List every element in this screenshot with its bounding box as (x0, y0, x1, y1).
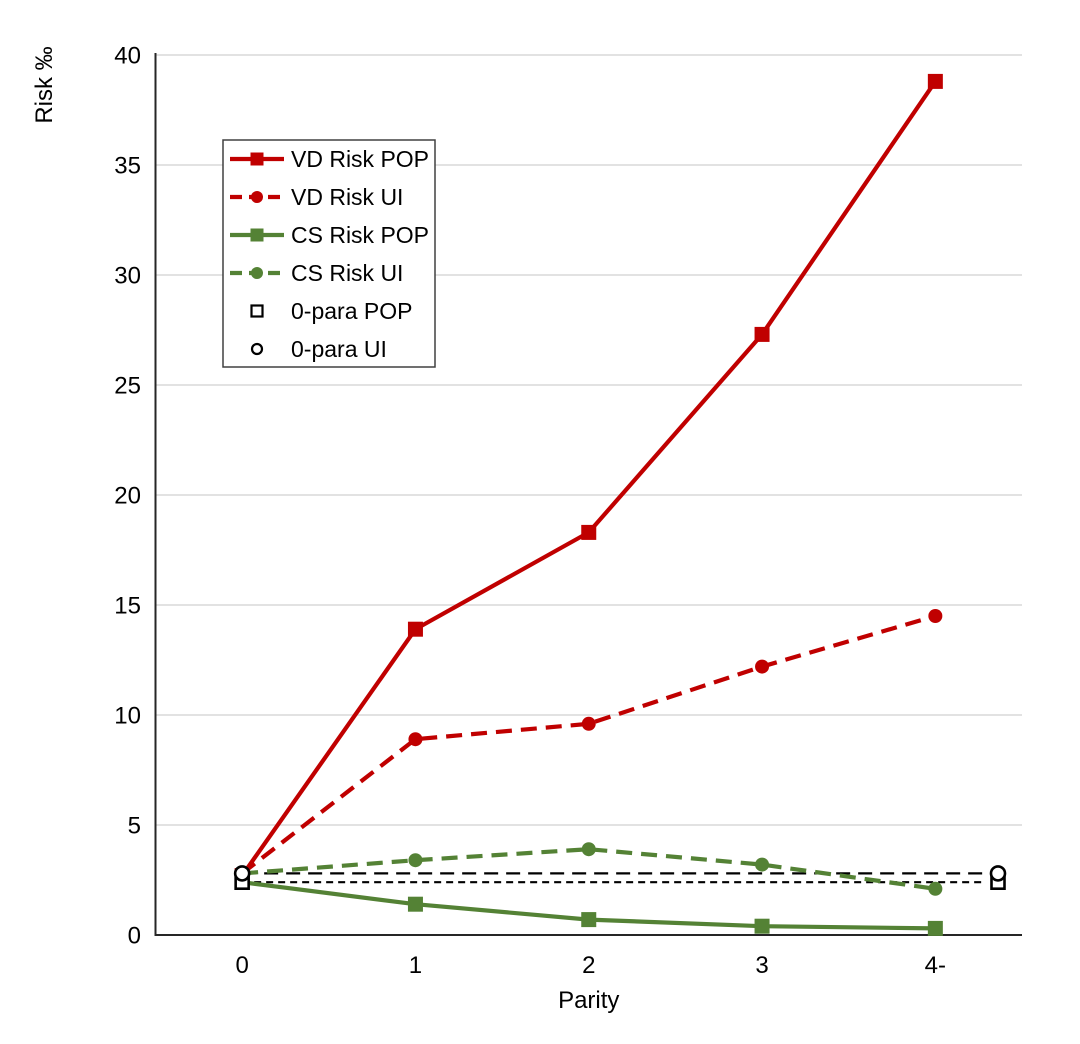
data-point-marker (927, 73, 943, 89)
y-tick-label: 35 (114, 153, 141, 180)
data-point-marker (408, 853, 423, 868)
data-point-marker (407, 621, 423, 637)
y-tick-label: 20 (114, 483, 141, 510)
data-point-marker (581, 912, 597, 928)
y-tick-label: 40 (114, 43, 141, 70)
data-point-marker (581, 716, 596, 731)
y-tick-label: 0 (128, 923, 141, 950)
data-point-marker (754, 918, 770, 934)
data-point-marker (755, 857, 770, 872)
data-point-marker (251, 267, 263, 279)
legend-label: CS Risk UI (291, 260, 403, 286)
data-point-marker (927, 920, 943, 936)
data-point-marker (581, 842, 596, 857)
x-axis-title: Parity (558, 987, 619, 1014)
y-tick-label: 25 (114, 373, 141, 400)
data-point-marker (928, 609, 943, 623)
series-line-cs-risk-ui (241, 847, 936, 891)
data-point-marker (581, 524, 597, 540)
data-point-marker (250, 152, 264, 166)
x-tick-label: 3 (755, 952, 768, 979)
series-line-vd-risk-ui (240, 613, 936, 876)
y-axis-title: Risk ‰ (31, 46, 58, 123)
legend-label: 0-para UI (291, 336, 387, 362)
data-point-marker-open (250, 342, 264, 356)
legend-label: VD Risk UI (291, 184, 403, 210)
legend-label: VD Risk POP (291, 146, 429, 172)
data-point-marker (250, 228, 264, 242)
x-tick-label: 0 (235, 952, 248, 979)
x-tick-label: 1 (409, 952, 422, 979)
data-point-marker (755, 659, 770, 674)
data-point-marker (251, 191, 263, 203)
data-point-marker (754, 326, 770, 342)
data-point-marker-open (233, 865, 251, 882)
data-point-marker-open (250, 304, 264, 318)
legend-box (222, 139, 436, 368)
y-tick-label: 5 (128, 813, 141, 840)
x-tick-label: 4- (925, 952, 946, 979)
legend-label: 0-para POP (291, 298, 412, 324)
data-point-marker (408, 732, 423, 747)
y-tick-label: 30 (114, 263, 141, 290)
data-point-marker-open (989, 865, 1007, 882)
data-point-marker (928, 881, 943, 896)
data-point-marker (407, 896, 423, 912)
legend-label: CS Risk POP (291, 222, 429, 248)
y-tick-label: 15 (114, 593, 141, 620)
x-tick-label: 2 (582, 952, 595, 979)
y-tick-label: 10 (114, 703, 141, 730)
